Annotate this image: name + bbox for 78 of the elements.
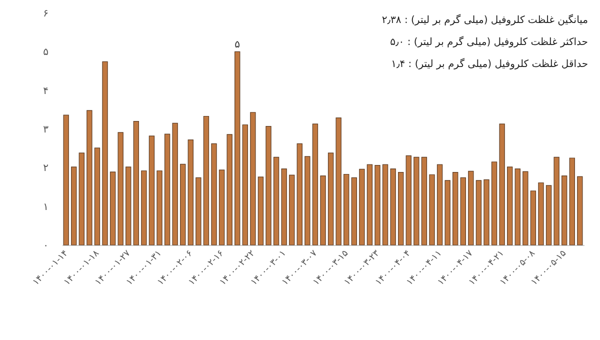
bar xyxy=(484,179,490,246)
bar xyxy=(242,124,248,246)
bar xyxy=(118,132,124,246)
bar xyxy=(234,51,240,246)
bar xyxy=(110,172,116,246)
bar xyxy=(102,61,108,246)
bar xyxy=(126,166,132,246)
bar xyxy=(180,164,186,246)
bar xyxy=(507,166,513,246)
bar xyxy=(78,152,84,246)
y-tick-label: ۶ xyxy=(43,8,48,20)
y-tick-label: ۰ xyxy=(43,240,48,252)
bar xyxy=(468,170,474,246)
bar xyxy=(156,170,162,246)
bar xyxy=(250,112,256,246)
bar xyxy=(188,140,194,246)
bar xyxy=(211,143,217,246)
bar xyxy=(514,168,520,246)
bar xyxy=(320,175,326,246)
bar xyxy=(374,165,380,246)
bar xyxy=(436,164,443,246)
bar xyxy=(289,174,295,246)
bar xyxy=(312,124,318,246)
bar xyxy=(460,177,466,246)
bar xyxy=(522,171,528,246)
annotation: حداکثر غلظت کلروفیل (میلی گرم بر لیتر) : ۵٫۰ xyxy=(389,35,588,50)
bar xyxy=(444,180,450,246)
y-tick-label: ۳ xyxy=(43,124,50,136)
bar xyxy=(530,190,536,246)
bar xyxy=(296,143,302,246)
bar xyxy=(273,156,280,246)
bar xyxy=(499,124,505,246)
bar xyxy=(577,176,583,246)
bar xyxy=(414,156,420,246)
bar xyxy=(398,172,404,246)
bar xyxy=(133,120,139,246)
annotation: میانگین غلظت کلروفیل (میلی گرم بر لیتر) : ۲٫۳۸ xyxy=(382,13,588,28)
y-tick-label: ۴ xyxy=(43,86,48,97)
bar xyxy=(266,126,272,246)
y-tick-label: ۱ xyxy=(43,202,48,213)
bar xyxy=(148,136,155,246)
bar xyxy=(226,134,232,246)
bar xyxy=(172,122,178,246)
data-label: ۵ xyxy=(234,40,240,51)
bar xyxy=(141,170,147,246)
bar xyxy=(366,164,373,246)
bar xyxy=(218,170,225,246)
bar xyxy=(86,110,92,246)
bar xyxy=(569,158,575,246)
bar xyxy=(491,162,498,246)
bar xyxy=(344,174,350,246)
bar xyxy=(63,114,69,246)
bar xyxy=(336,117,342,246)
bar xyxy=(304,156,310,246)
bar xyxy=(203,116,210,246)
bar xyxy=(258,176,264,246)
y-tick-label: ۵ xyxy=(43,47,48,58)
bar xyxy=(554,156,560,246)
y-tick-label: ۲ xyxy=(43,163,48,174)
bar xyxy=(538,182,544,246)
bar xyxy=(94,148,100,246)
annotation: حداقل غلظت کلروفیل (میلی گرم بر لیتر) : ۱٫۴ xyxy=(390,57,588,72)
bar xyxy=(71,166,77,246)
bar xyxy=(421,156,428,246)
bar xyxy=(406,155,412,246)
bar xyxy=(164,134,170,246)
bar xyxy=(390,168,396,246)
bar xyxy=(562,175,568,246)
bar xyxy=(359,168,365,246)
bar xyxy=(382,164,388,246)
bar xyxy=(546,185,552,246)
bar xyxy=(452,172,458,246)
bar xyxy=(351,177,357,246)
bar xyxy=(281,168,287,246)
bar xyxy=(429,174,435,246)
bar xyxy=(196,177,202,246)
bar xyxy=(328,152,334,246)
bar xyxy=(476,180,482,246)
